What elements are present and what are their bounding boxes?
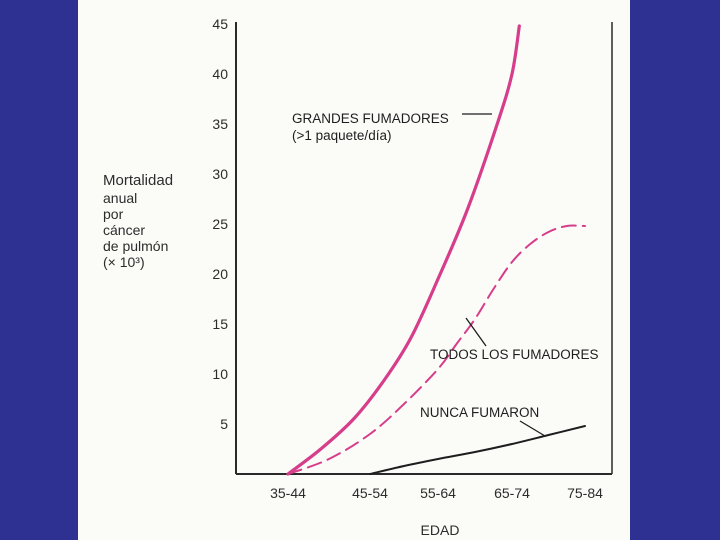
y-axis-label-line: anual [103, 190, 138, 206]
y-axis-label-line: Mortalidad [103, 172, 174, 189]
series-annotations: GRANDES FUMADORES (>1 paquete/día) TODOS L… [292, 111, 599, 437]
chart-paper [78, 0, 630, 540]
annotation-leader-line [465, 317, 487, 347]
annotation-grandes-fumadores: (>1 paquete/día) [292, 128, 391, 143]
y-axis-label-line: de pulmón [103, 238, 169, 254]
y-axis-label-line: por [103, 206, 124, 222]
annotation-grandes-fumadores: GRANDES FUMADORES [292, 111, 449, 126]
x-tick-label: 55-64 [420, 485, 456, 501]
annotation-todos-los-fumadores: TODOS LOS FUMADORES [430, 347, 599, 362]
y-tick-label: 35 [212, 116, 228, 132]
y-tick-label: 10 [212, 366, 228, 382]
y-tick-label: 20 [212, 266, 228, 282]
annotation-nunca-fumaron: NUNCA FUMARON [420, 405, 539, 420]
x-tick-label: 35-44 [270, 485, 306, 501]
x-axis-label: EDAD [421, 522, 460, 538]
y-axis-label-line: cáncer [103, 222, 146, 238]
y-tick-label: 30 [212, 166, 228, 182]
x-tick-labels: 35-44 45-54 55-64 65-74 75-84 [270, 485, 603, 501]
series-lines [286, 24, 586, 476]
chart-axes [235, 22, 613, 475]
series-line-nunca-fumaron [369, 425, 586, 475]
y-tick-label: 15 [212, 316, 228, 332]
annotation-leader-line [519, 420, 546, 437]
y-axis-label: Mortalidad anual por cáncer de pulmón (×… [103, 172, 213, 270]
series-line-grandes-fumadores [286, 24, 521, 476]
y-tick-label: 45 [212, 16, 228, 32]
y-tick-label: 40 [212, 66, 228, 82]
y-tick-label: 5 [220, 416, 228, 432]
y-tick-label: 25 [212, 216, 228, 232]
y-axis-label-line: (× 10³) [103, 254, 145, 270]
x-tick-label: 45-54 [352, 485, 388, 501]
x-tick-label: 65-74 [494, 485, 530, 501]
x-tick-label: 75-84 [567, 485, 603, 501]
series-line-todos-los-fumadores [287, 224, 586, 475]
y-tick-labels: 5 10 15 20 25 30 35 40 45 [212, 16, 228, 432]
